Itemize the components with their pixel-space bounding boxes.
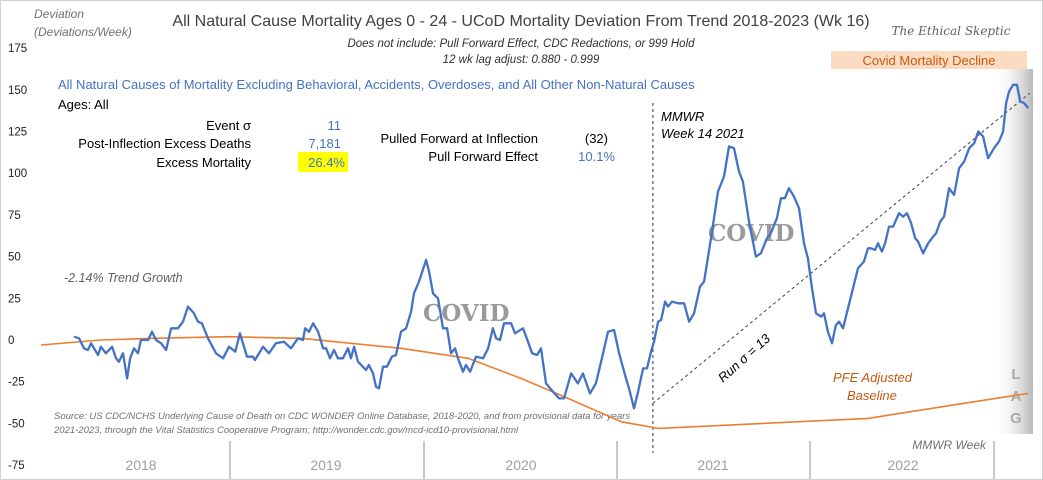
run-sigma-label: Run σ = 13 bbox=[715, 330, 774, 385]
y-tick-label: -50 bbox=[8, 418, 25, 430]
pull-forward-label: Pulled Forward at Inflection bbox=[380, 131, 538, 146]
year-label: 2021 bbox=[697, 457, 728, 473]
chart-title: All Natural Cause Mortality Ages 0 - 24 … bbox=[172, 13, 869, 30]
y-tick-label: 100 bbox=[8, 168, 27, 180]
brand-logo: The Ethical Skeptic bbox=[892, 24, 1011, 38]
ages-label: Ages: All bbox=[58, 97, 109, 112]
inflection-label-2: Week 14 2021 bbox=[661, 126, 745, 141]
inflection-label-1: MMWR bbox=[661, 109, 704, 124]
y-tick-label: 150 bbox=[8, 85, 27, 97]
pull-forward-label: Pull Forward Effect bbox=[428, 149, 538, 164]
chart-subtitle-1: Does not include: Pull Forward Effect, C… bbox=[347, 38, 695, 50]
covid-label: COVID bbox=[423, 300, 510, 327]
y-tick-label: 125 bbox=[8, 127, 27, 139]
decline-banner: Covid Mortality Decline bbox=[863, 53, 996, 68]
stat-label: Excess Mortality bbox=[156, 155, 251, 170]
series-group bbox=[40, 83, 1031, 453]
lag-band bbox=[993, 69, 1033, 434]
baseline-label-2: Baseline bbox=[847, 388, 897, 403]
year-label: 2018 bbox=[125, 457, 156, 473]
stat-value: 7,181 bbox=[308, 136, 341, 151]
y-axis-label-1: Deviation bbox=[34, 7, 84, 21]
y-tick-label: 50 bbox=[8, 252, 21, 264]
stat-label: Post-Inflection Excess Deaths bbox=[78, 136, 251, 151]
year-label: 2020 bbox=[505, 457, 536, 473]
baseline-label-1: PFE Adjusted bbox=[833, 370, 913, 385]
chart-subtitle-2: 12 wk lag adjust: 0.880 - 0.999 bbox=[443, 54, 600, 66]
year-label: 2022 bbox=[887, 457, 918, 473]
subheading: All Natural Causes of Mortality Excludin… bbox=[58, 77, 695, 92]
y-axis-label-2: (Deviations/Week) bbox=[34, 25, 132, 39]
decline-banner-bg bbox=[831, 51, 1027, 69]
y-tick-label: -25 bbox=[8, 377, 25, 389]
stat-label: Event σ bbox=[206, 118, 251, 133]
trend-growth-label: -2.14% Trend Growth bbox=[64, 271, 183, 285]
deviation-line bbox=[73, 83, 1030, 410]
source-note-2: 2021-2023, through the Vital Statistics … bbox=[53, 425, 519, 436]
lag-letter: A bbox=[1011, 388, 1022, 405]
lag-letter: G bbox=[1010, 410, 1022, 427]
y-tick-label: 75 bbox=[8, 210, 21, 222]
pull-forward-value: 10.1% bbox=[578, 149, 615, 164]
source-note-1: Source: US CDC/NCHS Underlying Cause of … bbox=[54, 411, 630, 422]
stat-value: 11 bbox=[328, 118, 342, 133]
year-label: 2019 bbox=[310, 457, 341, 473]
excess-mortality-highlight bbox=[298, 152, 348, 172]
y-axis-ticks: 175 150 125 100 75 50 25 0 -25 -50 -75 bbox=[8, 43, 27, 472]
lag-letter: L bbox=[1011, 366, 1020, 383]
y-tick-label: 175 bbox=[8, 43, 27, 55]
y-tick-label: 0 bbox=[8, 335, 14, 347]
x-axis-years: 2018 2019 2020 2021 2022 bbox=[125, 441, 995, 479]
x-axis-label: MMWR Week bbox=[912, 438, 987, 452]
stat-value: 26.4% bbox=[308, 155, 345, 170]
pull-forward-value: (32) bbox=[585, 131, 608, 146]
y-tick-label: -75 bbox=[8, 460, 25, 472]
y-tick-label: 25 bbox=[8, 293, 21, 305]
